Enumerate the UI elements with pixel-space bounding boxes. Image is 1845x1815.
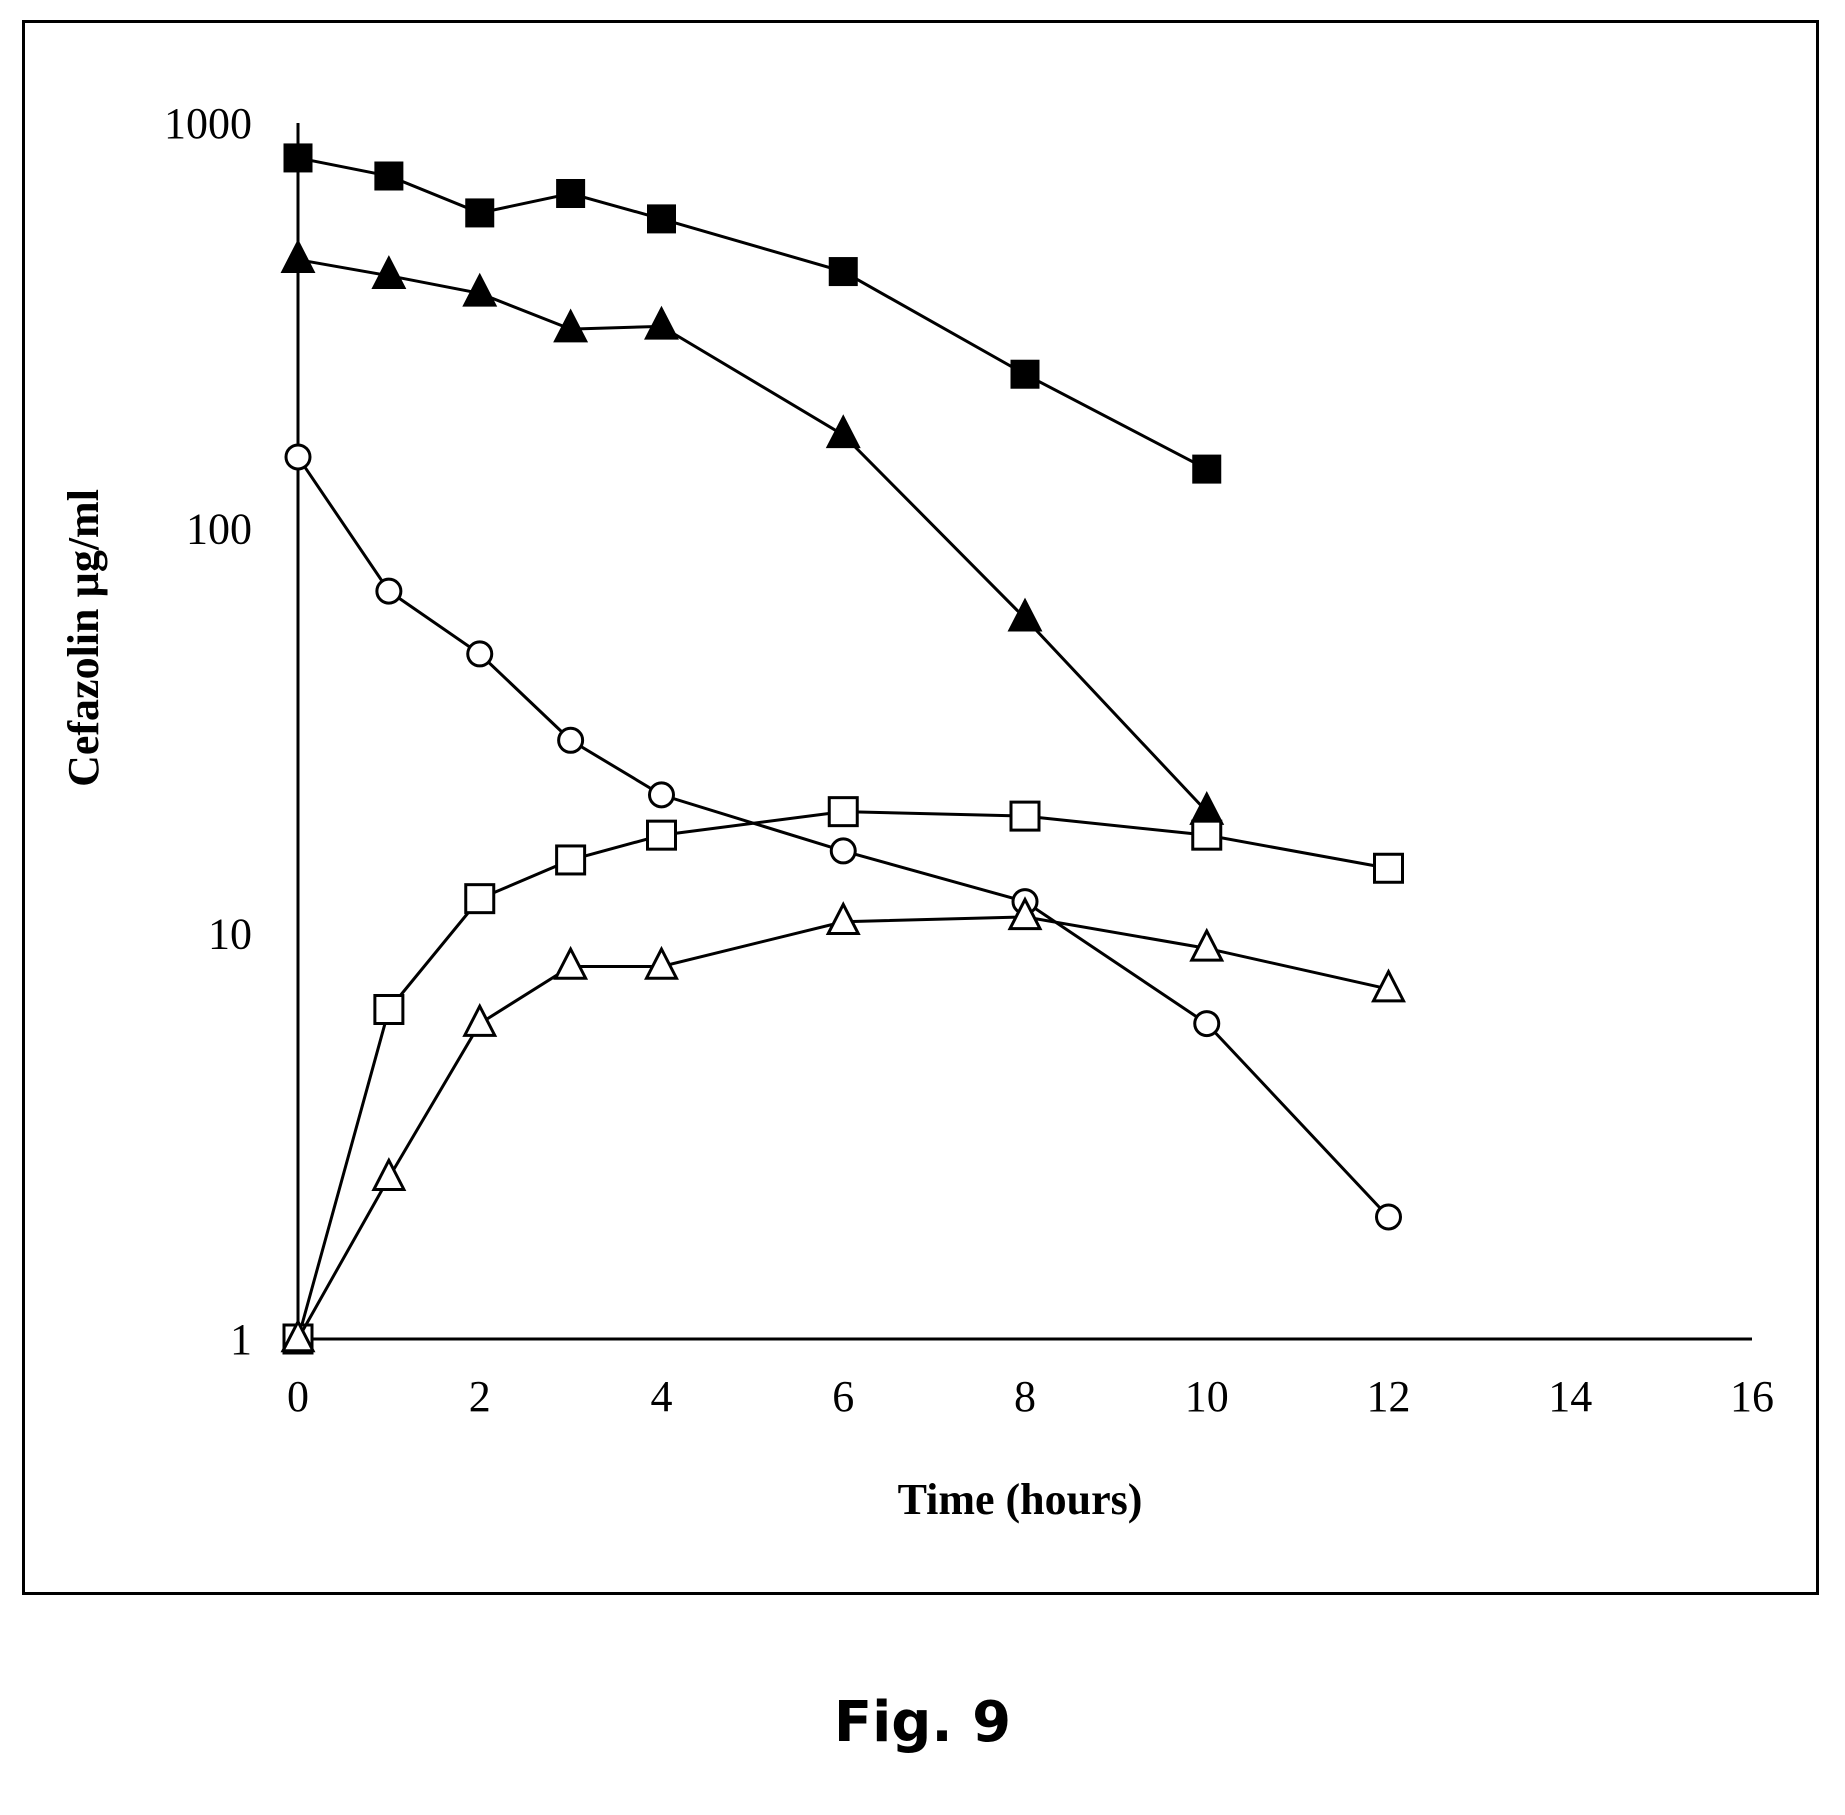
series-open-circle (286, 445, 1401, 1229)
y-tick-label: 100 (186, 504, 252, 553)
x-tick-label: 8 (1014, 1372, 1036, 1421)
data-point (1193, 821, 1221, 849)
x-tick-label: 14 (1548, 1372, 1592, 1421)
series-filled-square (285, 145, 1220, 482)
data-point (831, 839, 855, 863)
series-line (298, 917, 1389, 1339)
data-point (286, 445, 310, 469)
data-point (828, 904, 858, 933)
axes: 0 2 4 6 8 10 12 14 16 1 10 100 1000 (164, 99, 1774, 1421)
series-line (298, 260, 1207, 812)
x-tick-label: 4 (651, 1372, 673, 1421)
data-point (647, 309, 677, 338)
data-point (648, 821, 676, 849)
data-point (1195, 1012, 1219, 1036)
series-filled-triangle (283, 242, 1222, 823)
data-point (1010, 601, 1040, 630)
cefazolin-chart: 0 2 4 6 8 10 12 14 16 1 10 100 1000 Time (hours) Cef… (0, 0, 1845, 1600)
y-tick-label: 1000 (164, 99, 252, 148)
data-point (468, 642, 492, 666)
data-point (1011, 802, 1039, 830)
series-line (298, 158, 1207, 469)
data-point (557, 846, 585, 874)
y-axis-title: Cefazolin µg/ml (59, 489, 108, 787)
x-axis-title: Time (hours) (898, 1475, 1143, 1524)
data-point (559, 728, 583, 752)
x-tick-label: 12 (1367, 1372, 1411, 1421)
y-tick-label: 1 (230, 1315, 252, 1364)
data-point (556, 949, 586, 978)
data-point (1375, 854, 1403, 882)
figure-caption: Fig. 9 (0, 1690, 1845, 1755)
data-point (1012, 361, 1038, 387)
data-point (374, 1160, 404, 1189)
data-point (466, 885, 494, 913)
data-point (649, 206, 675, 232)
x-tick-label: 2 (469, 1372, 491, 1421)
data-point (650, 783, 674, 807)
series-open-square (284, 798, 1403, 1353)
data-point (283, 242, 313, 271)
axis-labels: Time (hours) Cefazolin µg/ml (59, 489, 1142, 1524)
data-point (467, 200, 493, 226)
series-layer (283, 145, 1404, 1353)
data-point (377, 579, 401, 603)
data-point (376, 163, 402, 189)
data-point (828, 418, 858, 447)
y-tick-label: 10 (208, 910, 252, 959)
data-point (829, 798, 857, 826)
x-tick-label: 16 (1730, 1372, 1774, 1421)
data-point (375, 995, 403, 1023)
data-point (1194, 456, 1220, 482)
data-point (285, 145, 311, 171)
data-point (465, 1006, 495, 1035)
data-point (830, 259, 856, 285)
series-line (298, 812, 1389, 1339)
x-tick-label: 6 (832, 1372, 854, 1421)
data-point (558, 180, 584, 206)
data-point (1377, 1205, 1401, 1229)
x-tick-label: 10 (1185, 1372, 1229, 1421)
x-tick-label: 0 (287, 1372, 309, 1421)
series-open-triangle (283, 900, 1404, 1351)
